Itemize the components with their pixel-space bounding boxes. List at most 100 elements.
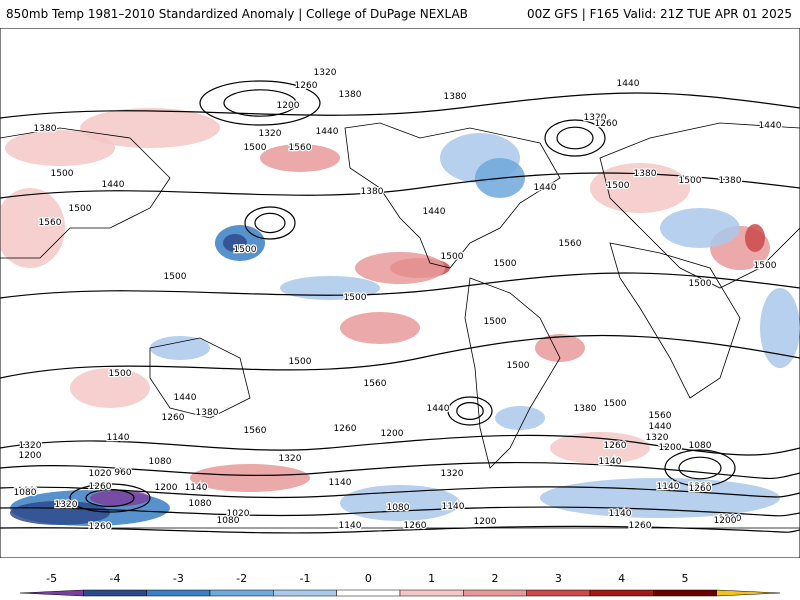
contour-closed bbox=[244, 206, 296, 240]
contour-label: 1320 bbox=[584, 113, 607, 123]
contour-label: 1380 bbox=[634, 169, 657, 179]
contour-closed bbox=[85, 489, 135, 508]
contour-closed bbox=[199, 80, 321, 126]
contour-label: 1560 bbox=[39, 218, 62, 228]
contour-label: 1140 bbox=[329, 478, 352, 488]
contour-label: 1260 bbox=[295, 81, 318, 91]
model-run-info: 00Z GFS | F165 Valid: 21Z TUE APR 01 202… bbox=[526, 7, 792, 21]
contour-label: 1500 bbox=[507, 361, 530, 371]
contour-label: 1440 bbox=[316, 127, 339, 137]
contour-label: 1500 bbox=[344, 293, 367, 303]
colorbar-tick-label: -3 bbox=[173, 572, 184, 585]
contour-label: 1500 bbox=[51, 169, 74, 179]
contour-label: 1320 bbox=[259, 129, 282, 139]
contour-label: 1500 bbox=[494, 259, 517, 269]
contour-label: 1080 bbox=[217, 516, 240, 526]
contour-label: 1260 bbox=[162, 413, 185, 423]
contour-label: 1080 bbox=[14, 488, 37, 498]
contour-label: 1440 bbox=[759, 121, 782, 131]
contour-label: 1440 bbox=[534, 183, 557, 193]
anomaly-region bbox=[260, 144, 340, 172]
contour-line bbox=[0, 272, 800, 299]
contour-label: 1500 bbox=[109, 369, 132, 379]
colorbar-bar bbox=[19, 589, 781, 597]
contour-closed bbox=[69, 483, 151, 513]
contour-label: 1260 bbox=[404, 521, 427, 531]
contour-label: 1140 bbox=[657, 482, 680, 492]
contour-label: 1200 bbox=[155, 483, 178, 493]
colorbar-tick-label: -5 bbox=[46, 572, 57, 585]
anomaly-region bbox=[223, 234, 247, 252]
contour-label: 1380 bbox=[719, 176, 742, 186]
contour-label: 1140 bbox=[609, 509, 632, 519]
contour-label: 1560 bbox=[289, 143, 312, 153]
colorbar-tick-label: 4 bbox=[618, 572, 625, 585]
contour-closed bbox=[664, 449, 736, 487]
contour-line bbox=[0, 525, 800, 534]
contour-label: 1320 bbox=[55, 500, 78, 510]
contour-closed bbox=[678, 456, 722, 480]
contour-label: 1500 bbox=[604, 399, 627, 409]
contour-closed bbox=[544, 119, 606, 157]
colorbar-segment bbox=[716, 589, 781, 597]
anomaly-region bbox=[10, 501, 110, 525]
contour-label: 1380 bbox=[339, 90, 362, 100]
contour-label: 1200 bbox=[659, 443, 682, 453]
colorbar-segment bbox=[653, 589, 717, 597]
contour-label: 1500 bbox=[244, 143, 267, 153]
contour-label: 1500 bbox=[441, 252, 464, 262]
colorbar-tick-label: -4 bbox=[110, 572, 121, 585]
contour-label: 1500 bbox=[234, 245, 257, 255]
contour-label: 1140 bbox=[107, 433, 130, 443]
contour-label: 1380 bbox=[444, 92, 467, 102]
contour-label: 1440 bbox=[102, 180, 125, 190]
colorbar-segment bbox=[526, 589, 591, 597]
colorbar-segment bbox=[83, 589, 147, 597]
anomaly-region bbox=[190, 464, 310, 492]
contour-label: 1380 bbox=[196, 408, 219, 418]
contour-closed bbox=[556, 126, 594, 150]
contour-label: 1140 bbox=[339, 521, 362, 531]
contour-label: 1020 bbox=[227, 509, 250, 519]
anomaly-region bbox=[550, 432, 650, 464]
contour-label: 1080 bbox=[689, 441, 712, 451]
colorbar-tick-label: -1 bbox=[300, 572, 311, 585]
coastlines bbox=[0, 122, 800, 558]
header: 850mb Temp 1981–2010 Standardized Anomal… bbox=[0, 0, 800, 28]
contour-label: 1140 bbox=[599, 457, 622, 467]
height-contours bbox=[0, 80, 800, 534]
anomaly-region bbox=[90, 490, 150, 506]
contour-closed bbox=[223, 89, 297, 117]
contour-label: 1320 bbox=[19, 441, 42, 451]
colorbar-segment bbox=[399, 589, 464, 597]
colorbar-tick-label: 2 bbox=[492, 572, 499, 585]
contour-label: 1500 bbox=[689, 279, 712, 289]
coastline bbox=[0, 527, 800, 558]
contour-label: 1200 bbox=[277, 101, 300, 111]
anomaly-region bbox=[0, 188, 65, 268]
colorbar-segment bbox=[463, 589, 527, 597]
contour-label: 1260 bbox=[689, 484, 712, 494]
contour-label: 1260 bbox=[689, 482, 712, 492]
colorbar-tick-label: 1 bbox=[428, 572, 435, 585]
contour-label: 1140 bbox=[185, 483, 208, 493]
contour-label: 1260 bbox=[595, 119, 618, 129]
anomaly-region bbox=[535, 334, 585, 362]
anomaly-region bbox=[660, 208, 740, 248]
colorbar-tick-label: 3 bbox=[555, 572, 562, 585]
contour-line bbox=[0, 172, 800, 199]
colorbar-segment bbox=[19, 589, 84, 597]
contour-line bbox=[0, 461, 800, 480]
contour-label: 1080 bbox=[189, 499, 212, 509]
contour-label: 1260 bbox=[334, 424, 357, 434]
contour-label: 1440 bbox=[617, 79, 640, 89]
colorbar-segment bbox=[146, 589, 211, 597]
coastline bbox=[609, 242, 741, 399]
contour-label: 1200 bbox=[719, 514, 742, 524]
anomaly-region bbox=[70, 368, 150, 408]
colorbar-tick-label: 0 bbox=[365, 572, 372, 585]
contour-label: 1200 bbox=[381, 429, 404, 439]
colorbar-segment bbox=[209, 589, 274, 597]
coastline bbox=[149, 337, 251, 419]
